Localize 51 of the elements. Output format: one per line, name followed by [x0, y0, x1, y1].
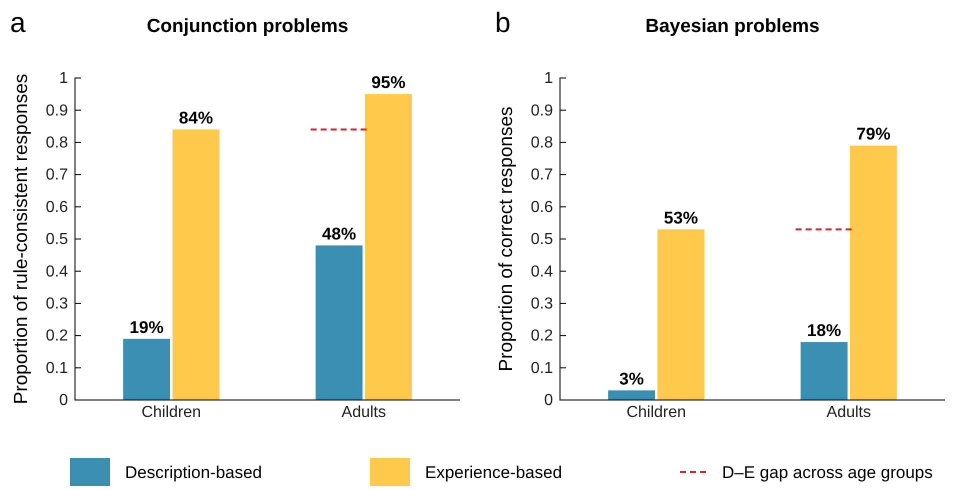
bar: [850, 146, 897, 400]
legend-label: Description-based: [125, 463, 262, 482]
chart-title: Conjunction problems: [146, 16, 348, 37]
y-axis-title: Proportion of rule-consistent responses: [11, 74, 32, 404]
data-label: 19%: [130, 318, 164, 337]
y-axis-title: Proportion of correct responses: [496, 106, 517, 372]
y-tick-label: 1: [59, 70, 68, 88]
y-tick-label: 0.7: [530, 166, 554, 184]
y-tick-label: 0.4: [530, 263, 554, 280]
y-tick-label: 0.5: [530, 231, 554, 248]
y-tick-label: 0.6: [530, 198, 554, 216]
x-tick-label: Adults: [826, 404, 871, 421]
y-tick-label: 0.6: [46, 198, 68, 216]
x-tick-label: Adults: [342, 404, 386, 421]
data-label: 18%: [807, 321, 842, 340]
y-tick-label: 0.9: [530, 102, 554, 120]
data-label: 53%: [664, 208, 698, 228]
chart-title: Bayesian problems: [645, 16, 820, 37]
y-tick-label: 0.2: [530, 328, 554, 345]
y-tick-label: 0.1: [530, 360, 554, 377]
y-tick-label: 0.8: [530, 134, 554, 152]
y-tick-label: 0.4: [46, 263, 68, 280]
data-label: 48%: [322, 224, 356, 244]
bar: [800, 342, 848, 400]
y-tick-label: 0.8: [46, 134, 68, 152]
data-label: 84%: [178, 108, 213, 128]
y-tick-label: 1: [544, 70, 554, 88]
bar: [172, 130, 220, 400]
y-tick-label: 0.7: [46, 166, 68, 184]
bar: [364, 94, 412, 400]
text: a: [10, 7, 26, 38]
y-tick-label: 0: [544, 392, 554, 410]
data-label: 3%: [619, 369, 644, 388]
bar: [608, 390, 656, 400]
data-label: 95%: [371, 73, 406, 92]
bar: [657, 229, 704, 400]
y-tick-label: 0.1: [46, 360, 68, 377]
bar: [123, 338, 170, 400]
text: b: [495, 7, 511, 38]
legend-label: D–E gap across age groups: [722, 463, 933, 482]
y-tick-label: 0.3: [46, 296, 68, 313]
y-tick-label: 0.2: [46, 328, 68, 345]
y-tick-label: 0.5: [46, 231, 68, 248]
y-tick-label: 0.9: [46, 102, 68, 120]
legend-label: Experience-based: [425, 463, 562, 482]
x-tick-label: Children: [626, 404, 686, 421]
y-tick-label: 0.3: [530, 296, 554, 313]
bar: [316, 245, 363, 400]
y-tick-label: 0: [59, 392, 68, 410]
x-tick-label: Children: [141, 404, 202, 421]
data-label: 79%: [856, 124, 890, 144]
